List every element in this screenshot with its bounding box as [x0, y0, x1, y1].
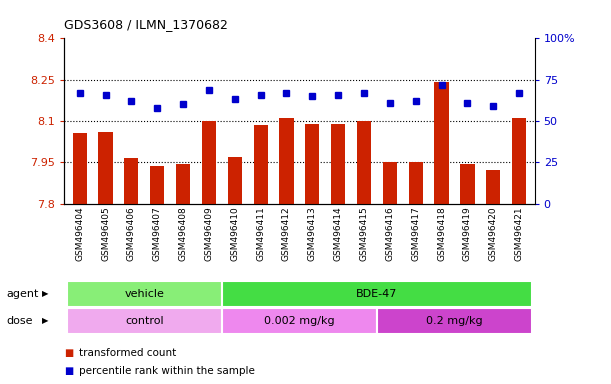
Bar — [176, 164, 190, 204]
Text: transformed count: transformed count — [79, 348, 177, 358]
Bar — [67, 308, 222, 334]
Bar — [67, 281, 222, 307]
Text: ■: ■ — [64, 366, 73, 376]
Bar — [228, 157, 242, 204]
Bar — [486, 170, 500, 204]
Bar — [73, 133, 87, 204]
Bar — [124, 158, 139, 204]
Bar — [306, 124, 320, 204]
Bar — [98, 132, 112, 204]
Text: dose: dose — [6, 316, 32, 326]
Bar — [460, 164, 475, 204]
Text: control: control — [125, 316, 164, 326]
Text: BDE-47: BDE-47 — [356, 289, 398, 299]
Bar — [150, 166, 164, 204]
Bar — [222, 308, 377, 334]
Bar — [331, 124, 345, 204]
Text: 0.002 mg/kg: 0.002 mg/kg — [264, 316, 335, 326]
Text: ▶: ▶ — [42, 316, 48, 325]
Text: agent: agent — [6, 289, 38, 299]
Bar — [202, 121, 216, 204]
Text: GDS3608 / ILMN_1370682: GDS3608 / ILMN_1370682 — [64, 18, 228, 31]
Bar — [357, 121, 371, 204]
Text: ■: ■ — [64, 348, 73, 358]
Text: 0.2 mg/kg: 0.2 mg/kg — [426, 316, 483, 326]
Bar — [254, 125, 268, 204]
Bar — [512, 118, 526, 204]
Bar — [377, 308, 532, 334]
Bar — [434, 83, 448, 204]
Bar — [222, 281, 532, 307]
Bar — [279, 118, 293, 204]
Text: percentile rank within the sample: percentile rank within the sample — [79, 366, 255, 376]
Text: vehicle: vehicle — [125, 289, 164, 299]
Text: ▶: ▶ — [42, 289, 48, 298]
Bar — [409, 162, 423, 204]
Bar — [382, 162, 397, 204]
